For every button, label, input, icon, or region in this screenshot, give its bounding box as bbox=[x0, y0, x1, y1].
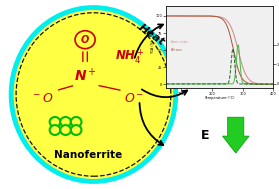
TGA1 bbox=[228, 24, 232, 26]
TGA1 bbox=[252, 82, 256, 84]
Text: NH$_4^+$: NH$_4^+$ bbox=[115, 47, 144, 66]
X-axis label: Temperature (°C): Temperature (°C) bbox=[205, 96, 235, 101]
Text: $^-$O: $^-$O bbox=[31, 92, 53, 105]
Text: Heat: Heat bbox=[137, 22, 167, 48]
Line: TGA2: TGA2 bbox=[166, 16, 273, 84]
TGA2 bbox=[222, 20, 226, 22]
Text: AN+nano: AN+nano bbox=[171, 48, 183, 52]
TGA2 bbox=[216, 16, 219, 18]
TGA2 bbox=[269, 83, 273, 86]
Ellipse shape bbox=[60, 125, 71, 135]
TGA1 bbox=[216, 15, 219, 18]
Y-axis label: TGA (%): TGA (%) bbox=[151, 40, 155, 54]
Ellipse shape bbox=[71, 125, 81, 135]
Ellipse shape bbox=[60, 117, 71, 127]
TGA1 bbox=[215, 15, 219, 18]
Ellipse shape bbox=[71, 117, 81, 127]
Line: TGA1: TGA1 bbox=[166, 16, 273, 84]
Text: Amm. nitrate: Amm. nitrate bbox=[171, 40, 188, 44]
TGA2 bbox=[272, 83, 275, 86]
Text: E: E bbox=[201, 129, 209, 142]
Ellipse shape bbox=[50, 117, 60, 127]
TGA1 bbox=[269, 83, 273, 86]
Ellipse shape bbox=[50, 125, 60, 135]
TGA2 bbox=[252, 83, 256, 85]
TGA1 bbox=[222, 17, 226, 20]
Text: Nanoferrite: Nanoferrite bbox=[54, 150, 122, 160]
TGA1 bbox=[164, 15, 168, 17]
Text: O$^-$: O$^-$ bbox=[124, 92, 144, 105]
Text: N$^+$: N$^+$ bbox=[74, 67, 97, 84]
Ellipse shape bbox=[75, 31, 95, 49]
TGA1 bbox=[272, 83, 275, 86]
TGA2 bbox=[228, 34, 232, 36]
Polygon shape bbox=[223, 117, 249, 153]
Polygon shape bbox=[223, 44, 249, 80]
Text: O: O bbox=[81, 35, 89, 45]
Ellipse shape bbox=[11, 8, 176, 181]
Text: E: E bbox=[201, 59, 209, 72]
TGA2 bbox=[215, 15, 219, 18]
TGA2 bbox=[164, 15, 168, 17]
